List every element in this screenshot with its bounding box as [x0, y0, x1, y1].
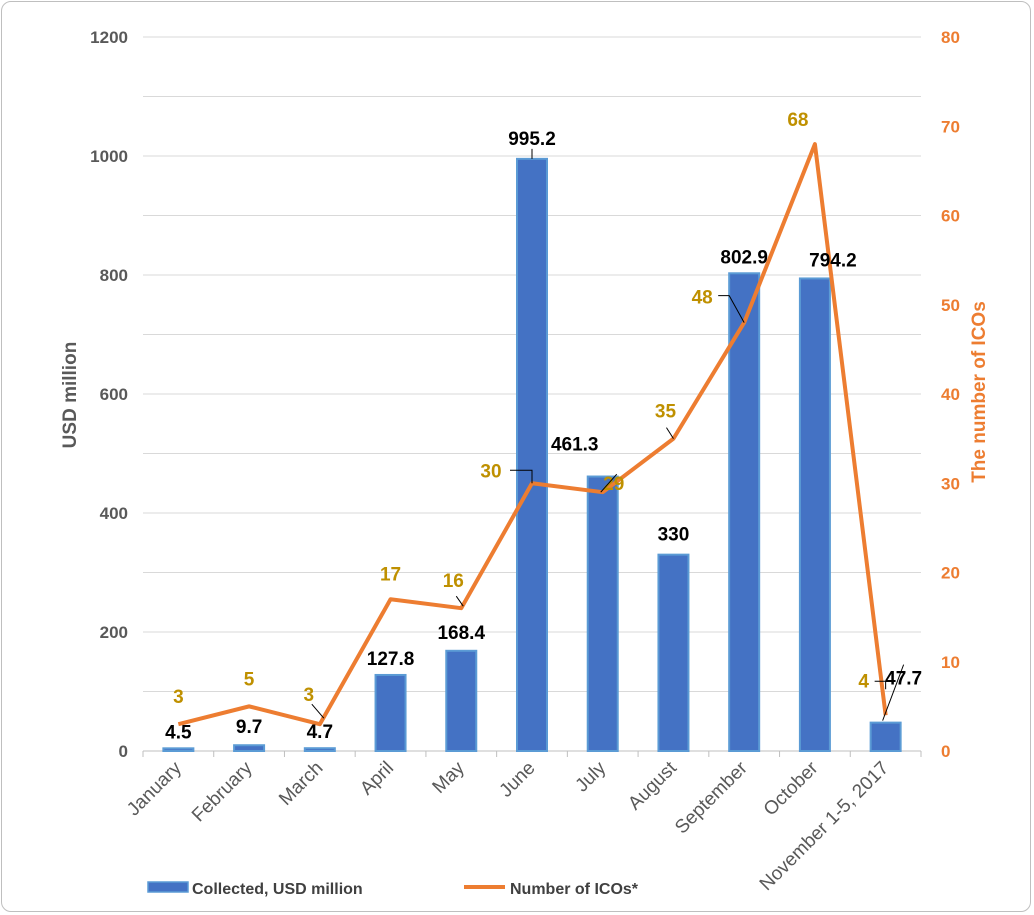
y2-axis-title: The number of ICOs — [969, 301, 990, 483]
line-data-label: 29 — [603, 474, 624, 495]
bar — [233, 744, 266, 753]
line-data-label: 5 — [244, 669, 255, 690]
y2-tick-label: 0 — [941, 742, 950, 761]
bar-data-label: 127.8 — [367, 649, 415, 670]
x-tick-label: March — [275, 758, 327, 810]
line-data-label: 3 — [304, 685, 315, 706]
bar-data-label: 9.7 — [236, 717, 262, 738]
leader-line — [455, 595, 464, 607]
leader-line — [311, 703, 325, 719]
line-data-label: 35 — [655, 402, 677, 423]
y2-tick-label: 70 — [941, 117, 960, 136]
leader-line — [666, 427, 674, 439]
leader-line — [882, 664, 905, 721]
line-data-label: 48 — [692, 288, 713, 309]
x-tick-label: September — [671, 757, 752, 838]
bar — [586, 475, 619, 752]
line-data-label: 17 — [380, 564, 401, 585]
bar — [162, 747, 195, 753]
bar — [657, 553, 690, 753]
bar-data-label: 330 — [658, 525, 690, 546]
x-tick-label: February — [188, 757, 257, 826]
bar-data-label: 461.3 — [551, 435, 599, 456]
bar-data-label: 995.2 — [508, 129, 556, 150]
y-tick-label: 1000 — [90, 147, 128, 166]
y-tick-label: 200 — [100, 623, 128, 642]
bar-data-label: 4.7 — [307, 722, 333, 743]
x-tick-label: June — [496, 758, 540, 802]
legend-bar-swatch — [147, 881, 189, 893]
legend-bar-label: Collected, USD million — [192, 881, 363, 898]
x-tick-label: October — [760, 757, 823, 820]
y-tick-label: 600 — [100, 385, 128, 404]
bar — [728, 272, 761, 752]
x-tick-label: August — [624, 757, 681, 814]
y-tick-label: 800 — [100, 266, 128, 285]
y2-tick-label: 10 — [941, 653, 960, 672]
line-data-label: 3 — [173, 687, 184, 708]
bar — [798, 277, 831, 752]
bar — [516, 157, 548, 752]
y2-tick-label: 20 — [941, 564, 960, 583]
bar — [374, 673, 407, 752]
leader-line — [510, 469, 533, 484]
leader-line — [874, 680, 887, 690]
y-tick-label: 0 — [119, 742, 128, 761]
bar — [869, 721, 902, 753]
line-data-label: 30 — [480, 461, 501, 482]
y-tick-label: 400 — [100, 504, 128, 523]
y2-tick-label: 30 — [941, 474, 960, 493]
bar — [445, 649, 478, 752]
y-axis-title: USD million — [60, 342, 81, 449]
bar-data-label: 47.7 — [885, 669, 922, 690]
leader-line — [718, 295, 745, 323]
bar — [303, 747, 336, 752]
y2-tick-label: 60 — [941, 207, 960, 226]
legend-line-label: Number of ICOs* — [510, 881, 639, 898]
bar-data-label: 4.5 — [165, 722, 192, 743]
x-tick-label: May — [429, 757, 470, 798]
line-data-label: 4 — [858, 671, 869, 692]
leader-line — [600, 473, 618, 493]
line-data-label: 68 — [787, 110, 808, 131]
x-tick-label: November 1-5, 2017 — [756, 758, 893, 895]
y2-tick-label: 80 — [941, 28, 960, 47]
x-tick-label: July — [572, 757, 611, 796]
y2-tick-label: 40 — [941, 385, 960, 404]
y2-tick-label: 50 — [941, 296, 960, 315]
y-tick-label: 1200 — [90, 28, 128, 47]
bar-data-label: 794.2 — [809, 250, 857, 271]
bar-data-label: 802.9 — [720, 247, 768, 268]
x-tick-label: January — [123, 757, 186, 820]
bar-data-label: 168.4 — [437, 623, 485, 644]
line-data-label: 16 — [443, 571, 464, 592]
x-tick-label: April — [356, 758, 398, 800]
